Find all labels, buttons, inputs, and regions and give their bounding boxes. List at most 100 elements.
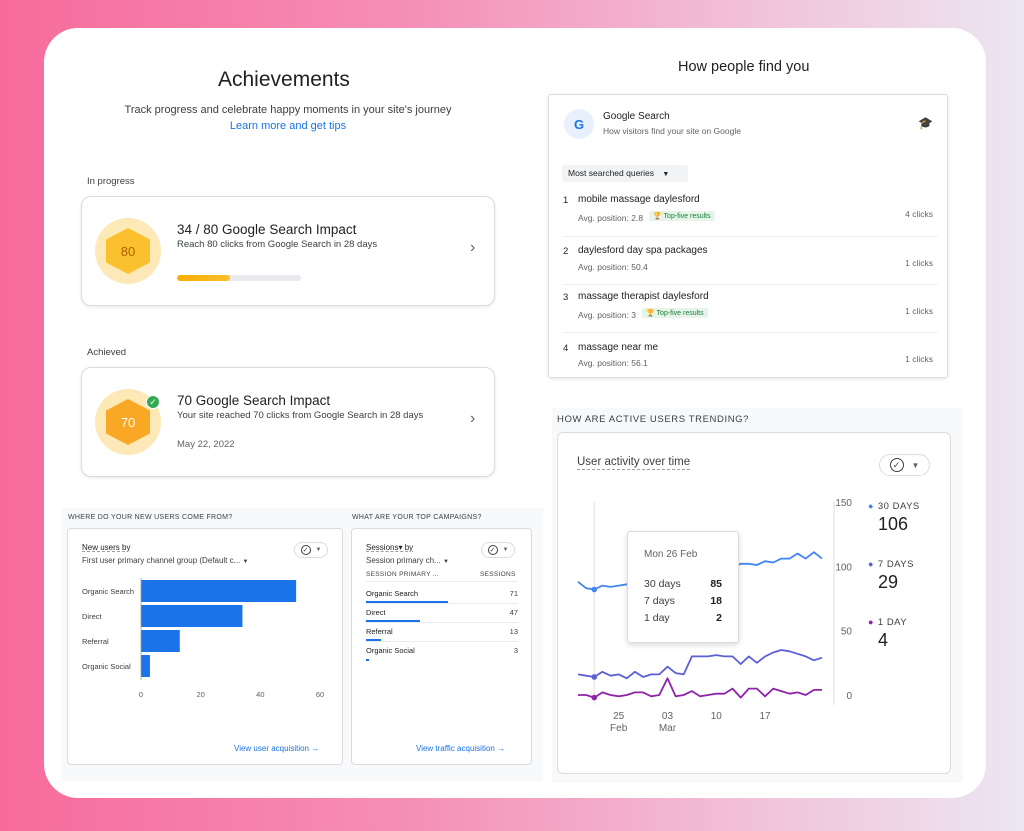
badge-80-icon: 80 [95,218,161,284]
query-text: massage therapist daylesford [578,291,709,302]
tag-label: Top-five results [663,213,711,220]
caret-down-icon: ▼ [911,460,920,470]
achievements-subtitle: Track progress and celebrate happy momen… [124,104,452,116]
query-position: Avg. position: 50.4 [578,262,648,272]
x-tick-label: 0 [139,690,143,699]
hover-point [591,586,598,593]
tooltip-value: 18 [710,595,722,607]
source-name: Google Search [603,111,670,122]
achieved-description: Your site reached 70 clicks from Google … [177,410,424,421]
divider [366,603,518,604]
legend-label: 1 DAY [877,617,908,628]
row-value: 3 [513,646,518,655]
source-description: How visitors find your site on Google [603,126,741,136]
row-value: 47 [509,608,518,617]
table-row[interactable]: Organic Social 3 [366,646,518,664]
arrow-right-icon: → [311,744,320,753]
check-circle-icon: ✓ [889,458,904,472]
dimension-label: First user primary channel group (Defaul… [82,556,241,565]
trophy-icon: 🏆 [653,213,664,220]
y-tick-label: 0 [846,691,852,702]
sessions-title[interactable]: Sessions▾ by [366,543,414,552]
compare-button[interactable]: ✓ ▼ [481,542,515,558]
active-users-card [557,432,951,774]
query-number: 3 [563,292,569,303]
graduation-cap-icon[interactable]: 🎓 [918,116,933,130]
new-users-dimension[interactable]: First user primary channel group (Defaul… [82,556,248,565]
tooltip-label: 7 days [644,595,675,607]
in-progress-card[interactable]: 80 34 / 80 Google Search Impact Reach 80… [81,196,495,306]
legend-dot-icon: ● [868,501,874,511]
divider [366,581,518,582]
achieved-date: May 22, 2022 [177,439,235,450]
table-row[interactable]: Referral 13 [366,627,518,645]
divider [563,332,937,333]
in-progress-title: 34 / 80 Google Search Impact [177,222,357,237]
x-tick-label: 20 [196,690,204,699]
divider [563,236,937,237]
row-bar [366,620,420,622]
badge-70-label: 70 [106,399,150,445]
y-tick-label: 50 [841,627,853,638]
in-progress-label: In progress [87,176,135,187]
legend-value: 106 [878,514,909,534]
query-text: daylesford day spa packages [578,245,708,256]
new-users-card [67,528,343,765]
active-users-heading: HOW ARE ACTIVE USERS TRENDING? [557,414,750,425]
x-tick-label: 03 [662,711,674,722]
view-traffic-acquisition-link[interactable]: View traffic acquisition → [416,744,505,753]
top-five-tag: 🏆 Top-five results [642,308,708,318]
legend-label: 7 DAYS [877,559,914,570]
bar [141,605,243,627]
query-number: 2 [563,246,569,257]
find-title: How people find you [678,59,810,75]
table-row[interactable]: Organic Search 71 [366,589,518,607]
caret-down-icon: ▼ [242,559,249,565]
dimension-label: Session primary ch... [366,556,441,565]
new-users-heading: WHERE DO YOUR NEW USERS COME FROM? [68,514,233,521]
tag-label: Top-five results [656,310,704,317]
row-bar [366,659,369,661]
row-value: 71 [509,589,518,598]
table-row[interactable]: Direct 47 [366,608,518,626]
table-header-dimension: SESSION PRIMARY ... [366,571,440,578]
progress-bar [177,275,301,281]
row-bar [366,639,381,641]
top-five-tag: 🏆 Top-five results [649,211,715,221]
table-header-sessions: SESSIONS [480,571,516,578]
tooltip-value: 85 [710,578,722,590]
check-circle-icon: ✓ [146,395,160,409]
x-tick-label: 60 [316,690,324,699]
bar [141,630,180,652]
queries-dropdown[interactable]: Most searched queries ▼ [562,165,688,182]
tooltip-label: 30 days [644,578,681,590]
compare-button[interactable]: ✓ ▼ [294,542,328,558]
user-activity-title[interactable]: User activity over time [577,456,691,470]
achieved-card[interactable]: 70 70 Google Search Impact Your site rea… [81,367,495,477]
legend-1-day: ● 1 DAY 4 [868,612,907,651]
google-g-icon: G [564,109,594,139]
x-tick-label: Mar [659,723,677,734]
query-position: Avg. position: 2.8 [578,213,644,223]
new-users-title[interactable]: New users by [82,543,131,552]
caret-down-icon: ▼ [442,559,449,565]
learn-more-link[interactable]: Learn more and get tips [229,120,347,132]
hover-point [591,674,598,680]
tooltip-date: Mon 26 Feb [644,549,698,560]
y-tick-label: 100 [835,562,852,573]
compare-button[interactable]: ✓ ▼ [879,454,930,476]
series-line [578,677,822,699]
sessions-dimension[interactable]: Session primary ch... ▼ [366,556,449,565]
x-tick-label: 10 [711,711,723,722]
bar [141,580,297,602]
view-user-acquisition-link[interactable]: View user acquisition → [234,744,319,753]
query-number: 1 [563,195,569,206]
achieved-label: Achieved [87,347,127,358]
bar-label: Organic Social [82,662,131,671]
query-text: mobile massage daylesford [578,194,700,205]
query-clicks: 1 clicks [905,354,933,364]
legend-dot-icon: ● [868,559,874,569]
progress-fill [177,275,230,281]
check-circle-icon: ✓ [487,545,498,555]
